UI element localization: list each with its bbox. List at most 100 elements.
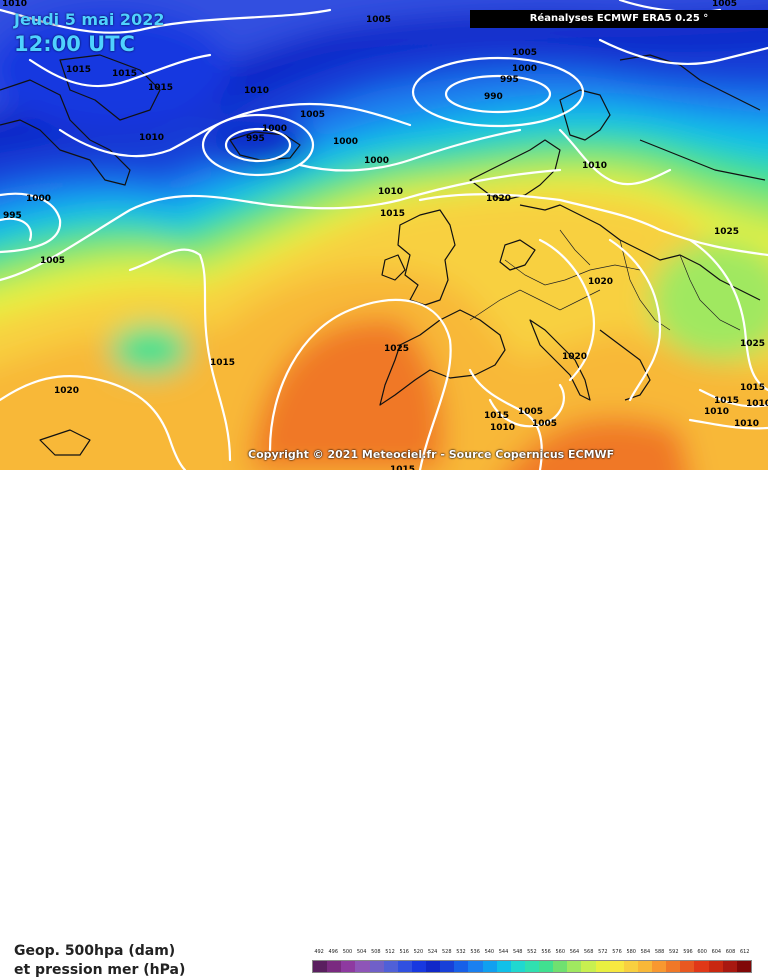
- scale-tick-label: 548: [512, 949, 523, 955]
- scale-tick-label: 520: [413, 949, 424, 955]
- scale-tick-label: 580: [626, 949, 636, 955]
- scale-tick-label: 496: [328, 949, 339, 955]
- isobar-label: 1010: [582, 161, 607, 171]
- isobar-label: 1020: [562, 352, 587, 362]
- isobar-label: 1015: [210, 358, 235, 368]
- legend-title-line1: Geop. 500hpa (dam): [14, 943, 176, 959]
- scale-color-swatch: [581, 961, 596, 972]
- scale-color-swatch: [708, 961, 723, 972]
- isobar-label: 1015: [148, 83, 173, 93]
- scale-color-swatch: [567, 961, 582, 972]
- copyright-notice: Copyright © 2021 Meteociel.fr - Source C…: [248, 448, 615, 461]
- scale-tick-label: 604: [711, 949, 722, 955]
- isobar-label: 1000: [333, 137, 358, 147]
- isobar-label: 1010: [2, 0, 27, 9]
- isobar-label: 1010: [139, 133, 164, 143]
- weather-map: 1010 1005 1005 1015 1015 1015 1010 1000 …: [0, 0, 768, 470]
- scale-color-swatch: [524, 961, 539, 972]
- scale-tick-label: 596: [683, 949, 693, 955]
- map-date: Jeudi 5 mai 2022: [14, 10, 165, 29]
- scale-color-swatch: [440, 961, 455, 972]
- scale-tick-label: 544: [498, 949, 509, 955]
- scale-color-swatch: [355, 961, 370, 972]
- scale-color-swatch: [397, 961, 412, 972]
- scale-tick-label: 584: [640, 949, 651, 955]
- isobar-label: 1025: [714, 227, 739, 237]
- scale-tick-label: 552: [527, 949, 537, 955]
- isobar-label: 1020: [54, 386, 79, 396]
- geopotential-field: 1010 1005 1005 1015 1015 1015 1010 1000 …: [0, 0, 768, 470]
- isobar-label: 1015: [66, 65, 91, 75]
- pressure-labels: 1010 1005 1005 1015 1015 1015 1010 1000 …: [2, 0, 768, 470]
- map-time: 12:00 UTC: [14, 32, 135, 56]
- scale-tick-label: 536: [470, 949, 480, 955]
- isobar-label: 1005: [40, 256, 65, 266]
- legend-title: Geop. 500hpa (dam) et pression mer (hPa): [14, 942, 185, 980]
- scale-tick-label: 516: [399, 949, 409, 955]
- coastlines: [0, 54, 766, 456]
- isobar-label: 1010: [244, 86, 269, 96]
- isobar-label: 1000: [512, 64, 537, 74]
- isobar-label: 1015: [380, 209, 405, 219]
- color-scale-bar: [312, 960, 752, 973]
- scale-color-swatch: [553, 961, 568, 972]
- scale-color-swatch: [341, 961, 356, 972]
- isobar-label: 1025: [740, 339, 765, 349]
- scale-tick-label: 528: [442, 949, 452, 955]
- scale-tick-label: 524: [427, 949, 438, 955]
- scale-color-swatch: [327, 961, 342, 972]
- scale-tick-label: 564: [569, 949, 580, 955]
- legend-footer: Geop. 500hpa (dam) et pression mer (hPa)…: [0, 470, 768, 978]
- scale-tick-label: 512: [385, 949, 395, 955]
- isobar-label: 1005: [532, 419, 557, 429]
- scale-tick-label: 592: [669, 949, 679, 955]
- scale-color-swatch: [426, 961, 441, 972]
- scale-color-swatch: [722, 961, 737, 972]
- isobar-label: 1015: [112, 69, 137, 79]
- scale-color-swatch: [482, 961, 497, 972]
- scale-tick-label: 540: [484, 949, 495, 955]
- scale-color-swatch: [609, 961, 624, 972]
- scale-color-swatch: [637, 961, 652, 972]
- scale-tick-label: 532: [456, 949, 466, 955]
- isobars: [0, 0, 768, 470]
- scale-color-swatch: [510, 961, 525, 972]
- scale-color-swatch: [383, 961, 398, 972]
- scale-color-swatch: [539, 961, 554, 972]
- scale-color-swatch: [680, 961, 695, 972]
- scale-color-swatch: [411, 961, 426, 972]
- scale-color-swatch: [369, 961, 384, 972]
- scale-color-swatch: [595, 961, 610, 972]
- isobar-label: 1000: [26, 194, 51, 204]
- isobar-label: 1015: [740, 383, 765, 393]
- scale-tick-label: 568: [583, 949, 594, 955]
- isobar-label: 1025: [384, 344, 409, 354]
- scale-tick-label: 560: [555, 949, 566, 955]
- borders: [469, 229, 741, 331]
- isobar-label: 1020: [486, 194, 511, 204]
- color-scale: 492 496 500 504 508 512 516 520 524 528 532 536 540 5…: [312, 949, 752, 973]
- isobar-label: 1010: [746, 399, 768, 409]
- isobar-label: 1000: [262, 124, 287, 134]
- isobar-label: 995: [246, 134, 265, 144]
- isobar-label: 1015: [714, 396, 739, 406]
- isobar-label: 995: [3, 211, 22, 221]
- scale-color-swatch: [313, 961, 328, 972]
- scale-tick-label: 572: [598, 949, 608, 955]
- scale-color-swatch: [468, 961, 483, 972]
- scale-color-swatch: [694, 961, 709, 972]
- isobar-label: 1005: [518, 407, 543, 417]
- scale-color-swatch: [736, 961, 751, 972]
- isobar-label: 1000: [364, 156, 389, 166]
- scale-tick-label: 588: [654, 949, 665, 955]
- isobar-label: 1005: [712, 0, 737, 9]
- scale-tick-label: 492: [314, 949, 324, 955]
- legend-title-line2: et pression mer (hPa): [14, 962, 186, 978]
- isobar-label: 1005: [512, 48, 537, 58]
- scale-tick-label: 504: [356, 949, 367, 955]
- isobar-label: 1010: [734, 419, 759, 429]
- scale-tick-label: 600: [697, 949, 707, 955]
- isobar-label: 1020: [588, 277, 613, 287]
- isobar-label: 1010: [490, 423, 515, 433]
- scale-tick-label: 612: [739, 949, 750, 955]
